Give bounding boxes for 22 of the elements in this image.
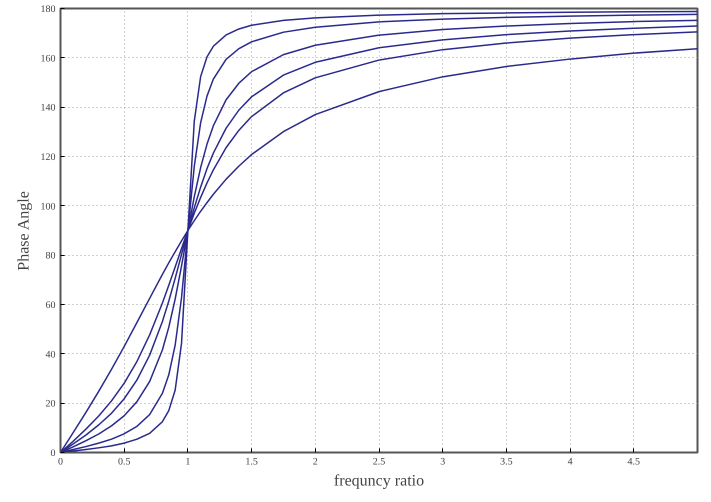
- y-tick-label: 140: [40, 102, 56, 114]
- y-tick-label: 160: [40, 53, 56, 64]
- y-tick-label: 100: [40, 201, 56, 212]
- y-tick-label: 80: [46, 250, 56, 262]
- y-tick-label: 40: [46, 349, 56, 360]
- y-tick-label: 0: [50, 448, 56, 459]
- x-tick-label: 3.5: [500, 456, 513, 468]
- y-tick-label: 180: [40, 4, 56, 15]
- x-tick-label: 1: [185, 456, 190, 468]
- x-tick-label: 2.5: [372, 456, 386, 468]
- x-tick-label: 2: [312, 456, 318, 468]
- y-tick-label: 60: [46, 300, 56, 311]
- y-tick-label: 20: [46, 398, 56, 410]
- y-tick-label: 120: [40, 152, 56, 163]
- x-tick-label: 4: [568, 456, 573, 468]
- x-tick-label: 3: [440, 456, 446, 468]
- x-axis-title: frequncy ratio: [334, 472, 424, 490]
- x-tick-label: 0.5: [118, 456, 130, 468]
- x-tick-label: 4.5: [628, 456, 640, 468]
- x-tick-label: 0: [58, 456, 63, 468]
- y-axis-title: Phase Angle: [16, 191, 32, 271]
- x-tick-label: 1.5: [245, 456, 258, 468]
